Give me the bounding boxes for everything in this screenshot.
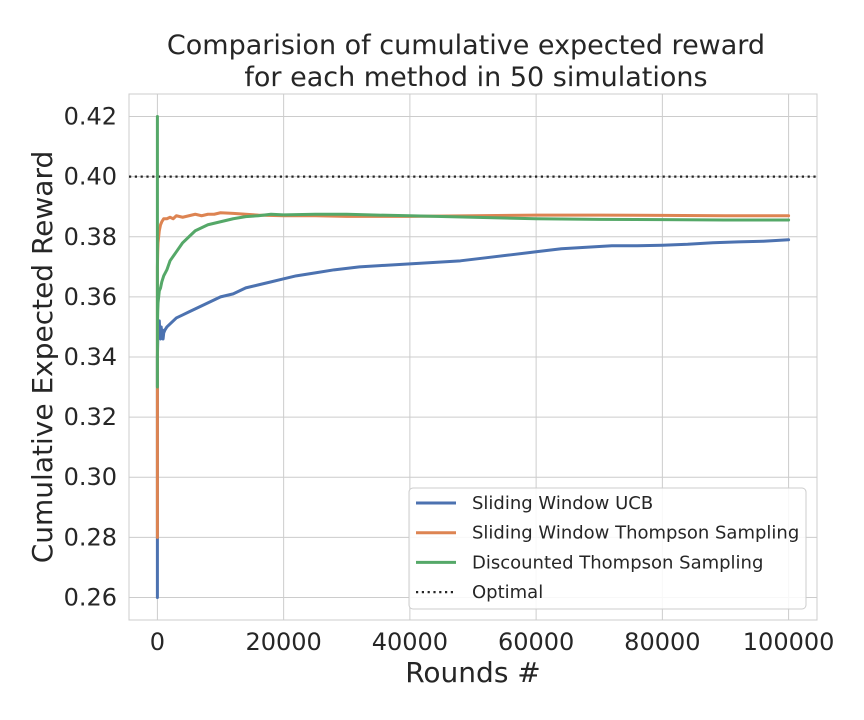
chart-title-line-2: for each method in 50 simulations	[244, 62, 707, 93]
legend-box	[408, 487, 807, 610]
y-tick-label: 0.36	[64, 283, 117, 311]
y-tick-label: 0.38	[64, 223, 117, 251]
y-tick-label: 0.34	[64, 343, 117, 371]
x-tick-label: 100000	[743, 628, 835, 656]
y-axis-label: Cumulative Expected Reward	[26, 151, 59, 564]
y-tick-label: 0.28	[64, 523, 117, 551]
series-layer	[129, 115, 817, 599]
ticks: 0 20000 40000 60000 80000 100000 0.26 0.28 0.30 0…	[64, 103, 835, 656]
legend: Sliding Window UCB Sliding Window Thompso…	[408, 487, 807, 610]
y-tick-label: 0.40	[64, 163, 117, 191]
y-tick-label: 0.26	[64, 583, 117, 611]
y-tick-label: 0.30	[64, 463, 117, 491]
chart-title-line-1: Comparision of cumulative expected rewar…	[167, 30, 765, 61]
legend-entry: Sliding Window UCB	[472, 493, 653, 514]
x-tick-label: 0	[150, 628, 165, 656]
series-line-discounted-thompson-sampling	[155, 115, 791, 389]
y-tick-label: 0.32	[64, 403, 117, 431]
x-tick-label: 60000	[498, 628, 574, 656]
x-tick-label: 40000	[372, 628, 448, 656]
x-axis-label: Rounds #	[405, 656, 541, 689]
series-line-sliding-window-ucb	[155, 238, 791, 599]
y-tick-label: 0.42	[64, 103, 117, 131]
legend-entry: Sliding Window Thompson Sampling	[472, 523, 799, 544]
x-tick-label: 80000	[624, 628, 700, 656]
legend-entry: Discounted Thompson Sampling	[472, 552, 763, 573]
x-tick-label: 20000	[245, 628, 321, 656]
legend-entry: Optimal	[472, 582, 543, 603]
